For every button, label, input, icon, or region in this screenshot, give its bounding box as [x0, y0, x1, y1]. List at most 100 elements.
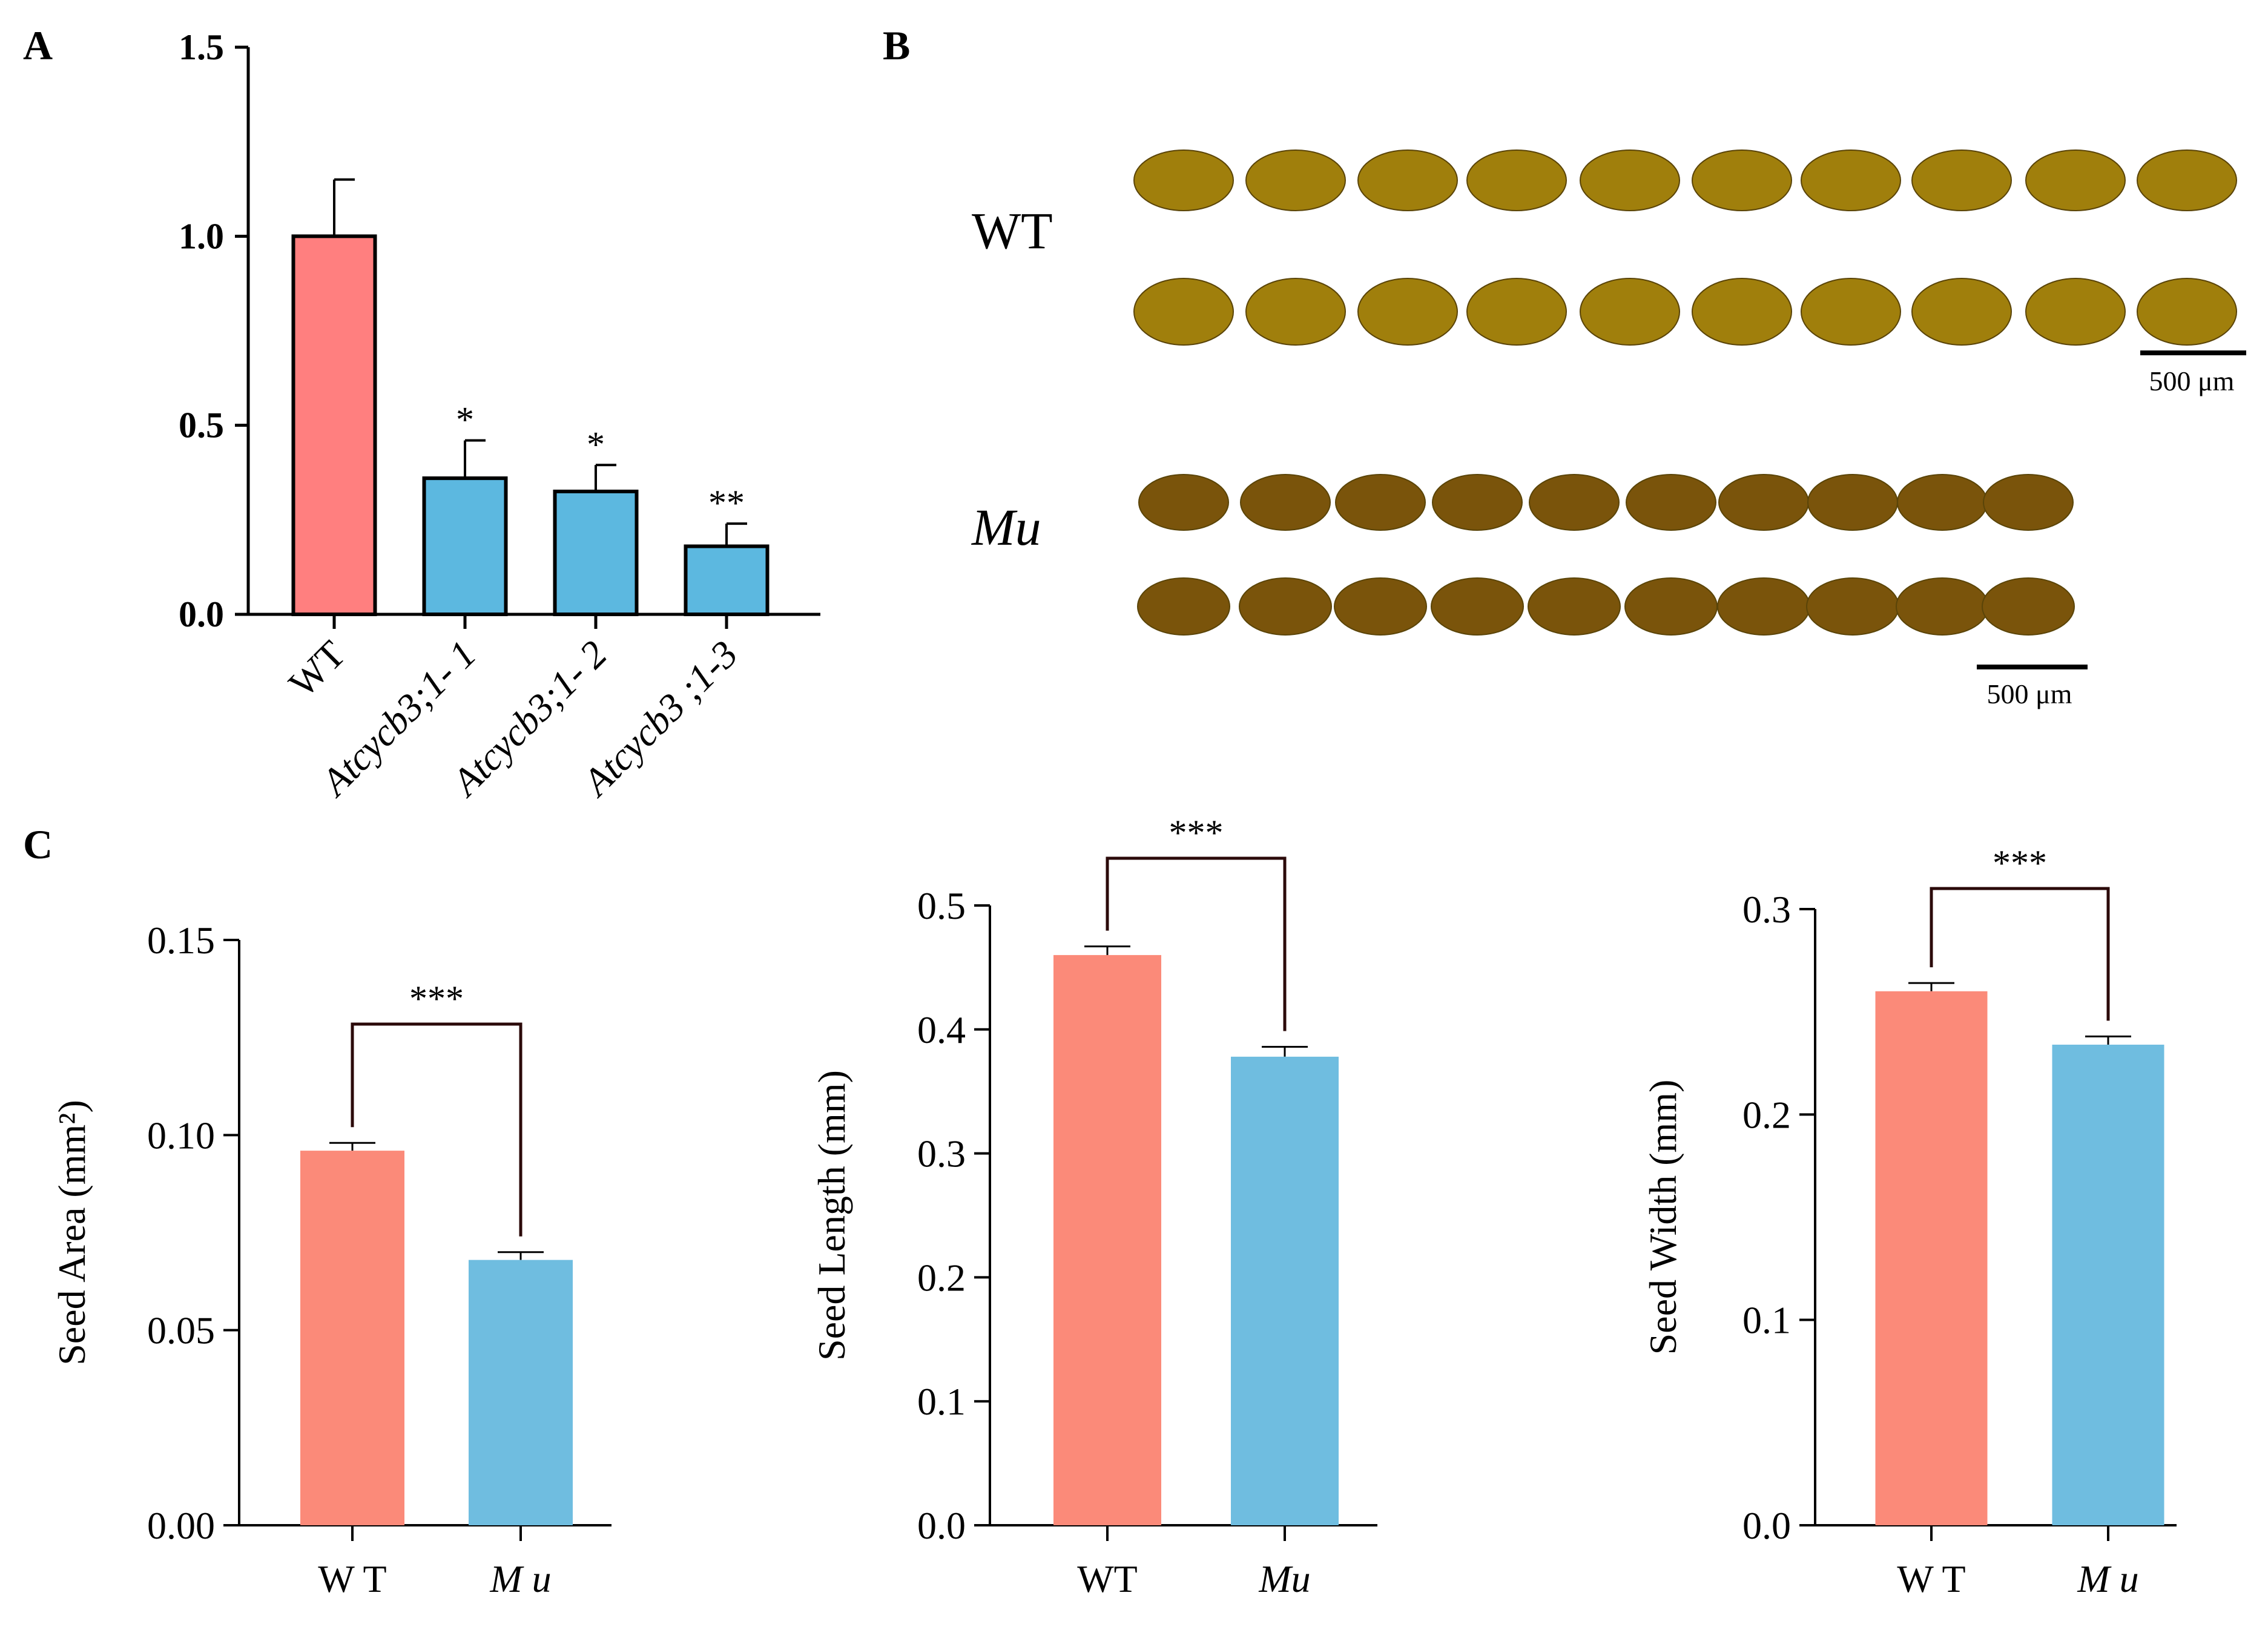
significance-label: * — [456, 400, 474, 440]
seed-image — [1432, 474, 1523, 531]
seed-image — [1137, 577, 1230, 636]
seed-image — [1896, 577, 1989, 636]
y-tick-label: 0.3 — [1742, 888, 1791, 931]
y-tick-label: 0.2 — [1742, 1093, 1791, 1136]
seed-image — [1357, 150, 1458, 211]
seed-images — [1133, 150, 2237, 636]
y-tick-label: 1.0 — [179, 216, 224, 256]
seed-image — [2137, 150, 2237, 211]
chart-seed-width: 0.0 0.1 0.2 0.3 Seed Width (mm) W T M u *** — [1641, 843, 2177, 1600]
y-tick-label: 0.00 — [147, 1504, 215, 1547]
seed-image — [1717, 577, 1810, 636]
seed-image — [1133, 150, 1234, 211]
y-tick-label: 0.3 — [917, 1132, 966, 1175]
seed-image — [1245, 150, 1346, 211]
significance-label: *** — [1993, 843, 2047, 883]
y-tick-label: 0.15 — [147, 919, 215, 962]
significance-bracket — [1106, 856, 1287, 1031]
panel-letter-c: C — [23, 821, 53, 867]
bar — [1875, 991, 1988, 1525]
seed-image — [1911, 150, 2012, 211]
seed-image — [1806, 577, 1899, 636]
y-tick-label: 0.1 — [1742, 1299, 1791, 1342]
significance-bracket — [351, 1022, 522, 1237]
seed-image — [1466, 278, 1567, 346]
chart-seed-area: 0.00 0.05 0.10 0.15 Seed Area (mm²) W T M u *** — [50, 919, 612, 1600]
y-tick-label: 0.0 — [917, 1504, 966, 1547]
seed-image — [1580, 278, 1680, 346]
seed-image — [1357, 278, 1458, 346]
significance-label: * — [587, 424, 605, 464]
bar — [1053, 954, 1161, 1525]
x-category-label: W T — [318, 1557, 386, 1600]
seed-image — [1801, 278, 1901, 346]
seed-image — [1466, 150, 1567, 211]
x-category-label: W T — [1897, 1557, 1965, 1600]
bar — [291, 234, 377, 617]
seed-image — [1718, 474, 1809, 531]
seed-image — [1983, 474, 2074, 531]
seed-image — [1807, 474, 1898, 531]
seed-image — [1982, 577, 2075, 636]
y-tick-label: 0.4 — [917, 1008, 966, 1051]
y-tick-label: 0.05 — [147, 1309, 215, 1352]
bar — [2052, 1044, 2164, 1525]
y-tick-label: 0.5 — [179, 406, 224, 445]
seed-image — [1529, 474, 1620, 531]
seed-image — [1801, 150, 1901, 211]
significance-label: *** — [409, 979, 464, 1019]
bar — [300, 1151, 404, 1525]
photo-label-wt: WT — [972, 202, 1053, 260]
seed-image — [1897, 474, 1988, 531]
scale-label-mu: 500 μm — [1987, 678, 2072, 709]
seed-image — [1692, 150, 1792, 211]
panel-letter-b: B — [883, 22, 910, 68]
seed-image — [1431, 577, 1524, 636]
seed-photo-panel: WT Mu 500 μm 500 μm — [971, 150, 2246, 709]
seed-image — [1692, 278, 1792, 346]
y-tick-label: 0.1 — [917, 1380, 966, 1423]
x-category-label: WT — [280, 632, 354, 706]
x-category-label: M u — [2077, 1557, 2138, 1600]
y-tick-label: 0.0 — [1742, 1504, 1791, 1547]
chart-a: 0.00.51.01.5WT*Atcycb3;1- 1*Atcycb3;1- 2… — [179, 27, 820, 805]
seed-image — [1335, 474, 1426, 531]
y-tick-label: 0.2 — [917, 1256, 966, 1299]
bar — [1231, 1056, 1339, 1525]
y-tick-label: 0.5 — [917, 884, 966, 927]
x-category-label: M u — [489, 1557, 551, 1600]
chart-seed-length: 0.0 0.1 0.2 0.3 0.4 0.5 Seed Length (mm) WT Mu **… — [810, 813, 1377, 1600]
significance-label: *** — [1169, 813, 1224, 853]
scale-label-wt: 500 μm — [2149, 366, 2235, 396]
photo-label-mu: Mu — [971, 498, 1041, 556]
seed-image — [1580, 150, 1680, 211]
seed-image — [2137, 278, 2237, 346]
y-tick-label: 0.10 — [147, 1114, 215, 1157]
seed-image — [1239, 577, 1332, 636]
bar — [469, 1260, 573, 1525]
seed-image — [1626, 474, 1716, 531]
y-axis-label: Seed Area (mm²) — [50, 1100, 93, 1365]
bar — [684, 544, 770, 616]
y-tick-label: 1.5 — [179, 27, 224, 67]
y-axis-label: Seed Width (mm) — [1641, 1080, 1684, 1355]
bar — [422, 476, 508, 616]
bar — [553, 489, 639, 616]
seed-image — [1138, 474, 1229, 531]
seed-image — [2025, 150, 2126, 211]
y-tick-label: 0.0 — [179, 594, 224, 634]
seed-image — [1624, 577, 1718, 636]
significance-label: ** — [708, 483, 745, 523]
x-category-label: Mu — [1258, 1557, 1310, 1600]
seed-image — [1245, 278, 1346, 346]
y-axis-label: Seed Length (mm) — [810, 1070, 853, 1361]
panel-letter-a: A — [23, 22, 53, 68]
seed-image — [2025, 278, 2126, 346]
seed-image — [1528, 577, 1621, 636]
seed-image — [1133, 278, 1234, 346]
seed-image — [1240, 474, 1331, 531]
significance-bracket — [1930, 887, 2110, 1021]
x-category-label: WT — [1077, 1557, 1138, 1600]
seed-image — [1911, 278, 2012, 346]
